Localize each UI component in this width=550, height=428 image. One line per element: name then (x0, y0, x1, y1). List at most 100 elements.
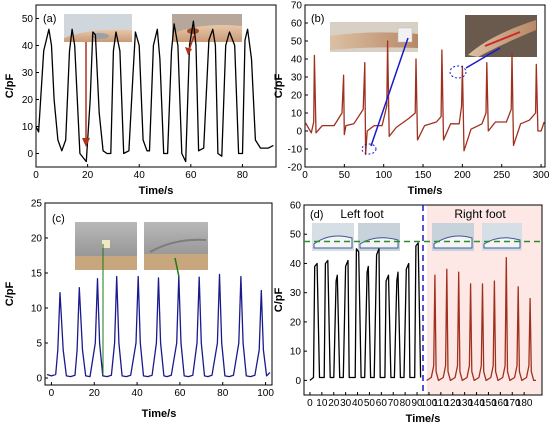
panel-c-xtick-label-0: 0 (49, 388, 55, 399)
panel-d-ytick-label-3: 30 (290, 288, 302, 299)
panel-c-label: (c) (52, 213, 65, 225)
panel-a-annotations (82, 35, 195, 147)
panel-a-xtick-label-3: 60 (185, 170, 197, 181)
panel-c-ytick-label-4: 20 (31, 234, 43, 245)
panel-b-xtick-label-4: 200 (454, 170, 471, 181)
panel-b-ytick-label-8: 60 (291, 19, 303, 30)
panel-d-shoe-photos (312, 223, 522, 251)
panel-d-ytick-label-2: 20 (290, 317, 302, 328)
panel-d-xtick-label-13: 130 (456, 398, 473, 409)
panel-d-xtick-label-11: 110 (433, 398, 449, 409)
panel-d-ytick-label-6: 60 (290, 201, 302, 212)
panel-a-photo-2 (172, 14, 242, 42)
panel-d-xtick-label-8: 80 (400, 398, 412, 409)
panel-d-ytick-label-4: 40 (290, 259, 302, 270)
panel-a-xtick-label-4: 80 (237, 170, 249, 181)
panel-c-ytick-label-0: 0 (36, 374, 42, 385)
panel-d-xtick-label-5: 50 (364, 398, 376, 409)
panel-c-ytick-label-2: 10 (31, 304, 43, 315)
panel-a-ytick-label-2: 20 (22, 95, 34, 106)
panel-b-pointer-2 (465, 47, 501, 69)
panel-b-frame (304, 4, 546, 168)
panel-b-ytick-label-1: -10 (288, 145, 303, 156)
panel-c-ytick-label-1: 5 (36, 339, 42, 350)
panel-c-ytick-label-3: 15 (31, 269, 43, 280)
panel-d-plot: 0 10 20 30 40 50 60 70 80 90100110120130140150160… (290, 201, 542, 409)
panel-c-xtick-label-3: 60 (174, 388, 186, 399)
panel-a-xtick-label-0: 0 (33, 170, 39, 181)
panel-b-ytick-label-2: 0 (296, 127, 302, 138)
panel-a-xtick-label-2: 40 (134, 170, 146, 181)
panel-a-pointer-1-head (82, 138, 90, 147)
panel-c-frame (44, 202, 273, 386)
panel-c-plot: 0 20 40 60 80 100 0 5 10 15 20 25 (31, 199, 274, 400)
panel-b-xtick-label-3: 150 (415, 170, 432, 181)
panel-a-ytick-label-1: 10 (22, 122, 34, 133)
panel-a-ytick-label-4: 40 (22, 41, 34, 52)
panel-d-ytick-label-0: 0 (295, 376, 301, 387)
panel-b-pointer-1 (370, 37, 409, 147)
panel-b-ytick-label-4: 20 (291, 91, 303, 102)
panel-c-pointer-2 (174, 257, 180, 278)
panel-a-xtick-label-1: 20 (82, 170, 94, 181)
panel-a-ytick-label-3: 30 (22, 68, 34, 79)
panel-c-xtick-label-2: 40 (132, 388, 144, 399)
panel-b-marker-1 (361, 143, 377, 155)
panel-c-xlabel: Time/s (142, 408, 177, 420)
panel-d-xtick-label-12: 120 (444, 398, 461, 409)
panel-d-series-0-line (309, 242, 422, 381)
panel-c-ytick-label-5: 25 (31, 199, 43, 210)
panel-d-ytick-label-5: 50 (290, 230, 302, 241)
panel-a-plot: 0 20 40 60 80 0 10 20 30 40 50 (22, 14, 274, 181)
panel-b-photo-2 (465, 15, 537, 57)
panel-a-series-0-line (35, 20, 274, 163)
panel-a-label: (a) (43, 13, 56, 25)
panel-a-ytick-label-0: 0 (27, 149, 33, 160)
panel-b-xtick-label-2: 100 (375, 170, 392, 181)
panel-b-ylabel: C/pF (273, 74, 285, 99)
panel-c-photo-1 (75, 222, 137, 270)
panel-d-xtick-label-15: 150 (480, 398, 497, 409)
panel-d-xtick-label-10: 100 (421, 398, 438, 409)
panel-c-ylabel: C/pF (4, 282, 16, 307)
panel-b-ytick-label-9: 70 (291, 1, 303, 12)
panel-a-xlabel: Time/s (139, 185, 174, 197)
panel-b-label: (b) (311, 13, 324, 25)
panel-a-pointer-2 (188, 35, 195, 51)
panel-d-label: (d) (310, 209, 323, 221)
panel-b-ytick-label-3: 10 (291, 109, 303, 120)
panel-a-ytick-label-5: 50 (22, 14, 34, 25)
panel-b-plot: 0 50 100 150 200 250 300 -20 -10 0 10 20 30 40 50 60 70 (288, 1, 550, 182)
panel-d-left-foot-label: Left foot (340, 207, 384, 221)
panel-c-xtick-label-1: 20 (89, 388, 101, 399)
panel-d-xtick-label-17: 170 (504, 398, 521, 409)
panel-d-ytick-label-1: 10 (290, 347, 302, 358)
panel-b-ytick-label-0: -20 (288, 163, 303, 174)
panel-d-xtick-label-9: 90 (411, 398, 423, 409)
panel-c-annotations (102, 244, 180, 375)
panel-c-xtick-label-4: 80 (217, 388, 229, 399)
panel-c-xtick-label-5: 100 (257, 388, 274, 399)
panel-b-xlabel: Time/s (408, 185, 443, 197)
panel-d-xtick-label-2: 20 (328, 398, 340, 409)
panel-a-photo-1 (64, 14, 132, 42)
panel-d-xtick-label-18: 180 (516, 398, 533, 409)
panel-d-xtick-label-16: 160 (492, 398, 509, 409)
panel-b-ytick-label-7: 50 (291, 37, 303, 48)
panel-b-annotations (361, 37, 501, 155)
panel-d-xtick-label-14: 140 (468, 398, 485, 409)
panel-a-frame (35, 4, 277, 168)
panel-d-xtick-label-4: 40 (352, 398, 364, 409)
panel-b-photo-1 (330, 22, 418, 52)
panel-b-series-0-line (304, 40, 545, 156)
panel-d-xtick-label-3: 30 (340, 398, 352, 409)
panel-b-ytick-label-5: 30 (291, 73, 303, 84)
panel-d-ylabel: C/pF (273, 288, 285, 313)
panel-d-xtick-label-1: 10 (316, 398, 328, 409)
panel-d-xlabel: Time/s (406, 413, 441, 425)
panel-b-xtick-label-0: 0 (302, 170, 308, 181)
panel-a-ylabel: C/pF (4, 74, 16, 99)
panel-b-marker-2 (449, 65, 467, 79)
panel-d-xtick-label-0: 0 (307, 398, 313, 409)
